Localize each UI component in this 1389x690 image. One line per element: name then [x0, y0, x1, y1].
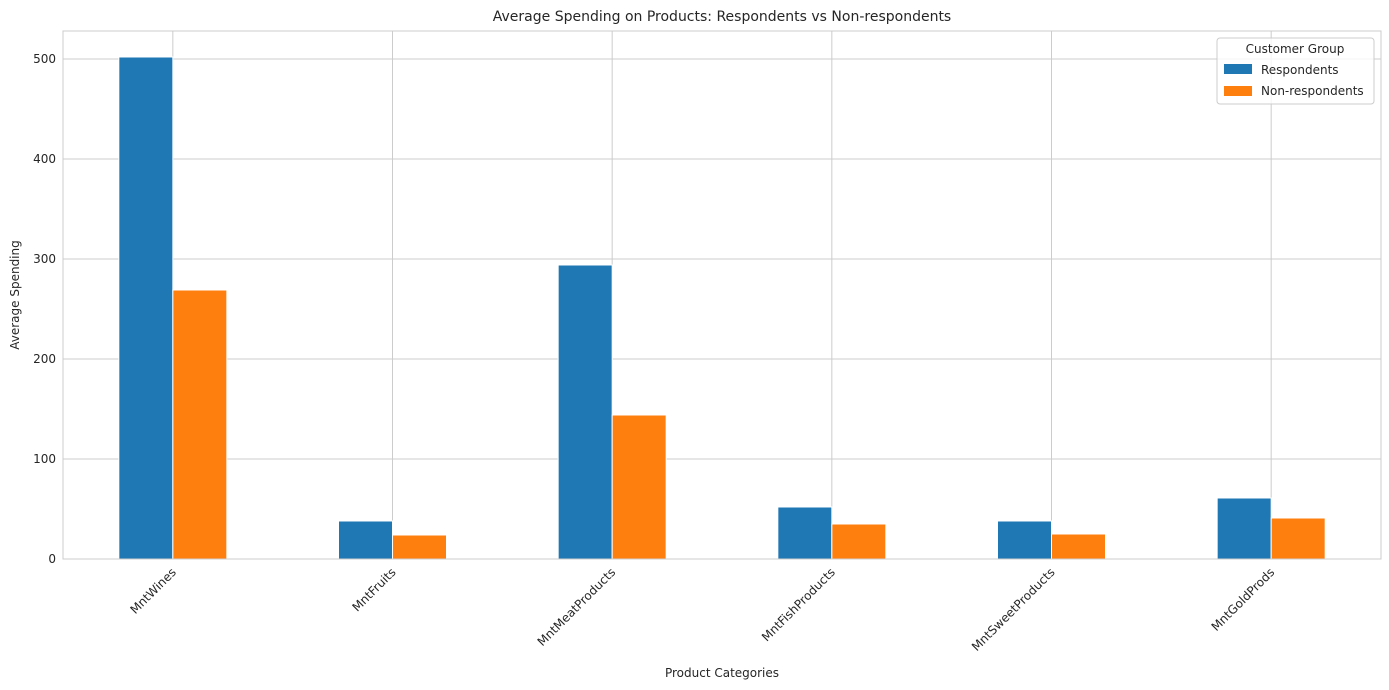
bar-respondents	[777, 506, 833, 560]
x-axis-ticks: MntWines MntFruits MntMeatProducts MntFishP…	[127, 565, 1277, 654]
x-tick-label: MntFishProducts	[759, 565, 838, 644]
x-tick-label: MntMeatProducts	[535, 565, 619, 649]
bar-non-respondents	[831, 523, 887, 560]
bar-respondents	[118, 56, 174, 560]
legend-swatch-non-respondents	[1224, 86, 1252, 96]
y-axis-label: Average Spending	[8, 240, 22, 350]
legend-swatch-respondents	[1224, 64, 1252, 74]
bar-non-respondents	[1051, 533, 1106, 560]
grid-lines	[63, 31, 1381, 560]
bar-non-respondents	[611, 414, 667, 560]
y-tick-label: 200	[33, 352, 56, 366]
y-tick-label: 100	[33, 452, 56, 466]
bar-non-respondents	[172, 289, 228, 560]
bar-respondents	[1216, 497, 1272, 560]
x-axis-label: Product Categories	[665, 666, 779, 680]
legend-box	[1216, 37, 1375, 105]
y-tick-label: 300	[33, 252, 56, 266]
x-tick-label: MntFruits	[349, 565, 398, 614]
y-tick-label: 0	[48, 552, 56, 566]
bars	[118, 56, 1326, 560]
legend-label-non-respondents: Non-respondents	[1261, 84, 1364, 98]
chart-title: Average Spending on Products: Respondent…	[493, 9, 951, 25]
bar-non-respondents	[392, 534, 447, 560]
legend-title: Customer Group	[1246, 42, 1345, 56]
legend-label-respondents: Respondents	[1261, 63, 1339, 77]
x-tick-label: MntGoldProds	[1209, 565, 1278, 634]
y-axis-ticks: 0 100 200 300 400 500	[33, 52, 56, 566]
plot-frame	[62, 30, 1382, 560]
x-tick-label: MntSweetProducts	[969, 565, 1058, 654]
legend: Customer Group Respondents Non-responden…	[1216, 37, 1375, 105]
bar-respondents	[338, 520, 393, 560]
y-tick-label: 500	[33, 52, 56, 66]
bar-respondents	[557, 264, 613, 560]
bar-non-respondents	[1270, 517, 1326, 560]
plot-background	[63, 31, 1381, 559]
bar-respondents	[997, 520, 1052, 560]
y-tick-label: 400	[33, 152, 56, 166]
x-tick-label: MntWines	[127, 565, 179, 617]
